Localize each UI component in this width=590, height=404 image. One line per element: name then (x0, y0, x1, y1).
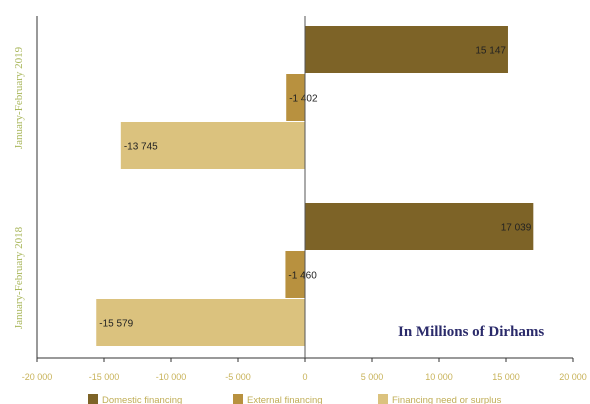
legend-swatch (88, 394, 98, 404)
x-tick-label: 5 000 (361, 372, 384, 382)
legend-label: Financing need or surplus (392, 395, 502, 404)
x-tick-label: 10 000 (425, 372, 453, 382)
x-tick-label: 20 000 (559, 372, 587, 382)
legend-swatch (378, 394, 388, 404)
bars-group: 15 147 -1 402 -13 745 17 039 -1 460 -15 579 (96, 26, 534, 346)
x-tick-label: -10 000 (156, 372, 187, 382)
bar (286, 74, 305, 121)
category-label: January-February 2019 (13, 46, 25, 149)
data-label: -1 460 (288, 271, 317, 282)
bar (285, 251, 305, 298)
legend-label: Domestic financing (102, 395, 182, 404)
x-tick-label: -5 000 (225, 372, 251, 382)
data-label: 15 147 (475, 46, 506, 57)
x-tick-label: 0 (302, 372, 307, 382)
data-label: -15 579 (99, 319, 133, 330)
bar (96, 299, 306, 346)
bar (120, 122, 305, 169)
x-tick-label: -20 000 (22, 372, 53, 382)
category-labels: January-February 2019 January-February 20… (13, 46, 25, 329)
category-label: January-February 2018 (13, 226, 25, 329)
data-label: -13 745 (124, 142, 158, 153)
bar (305, 26, 508, 73)
legend: Domestic financing External financing Fina… (88, 394, 502, 404)
units-annotation: In Millions of Dirhams (398, 324, 544, 340)
x-tick-label: 15 000 (492, 372, 520, 382)
data-label: -1 402 (289, 94, 318, 105)
bar (305, 203, 534, 250)
data-label: 17 039 (501, 223, 532, 234)
x-tick-labels: -20 000 -15 000 -10 000 -5 000 0 5 000 10 000 1… (22, 358, 587, 382)
x-tick-label: -15 000 (89, 372, 120, 382)
legend-swatch (233, 394, 243, 404)
legend-label: External financing (247, 395, 323, 404)
